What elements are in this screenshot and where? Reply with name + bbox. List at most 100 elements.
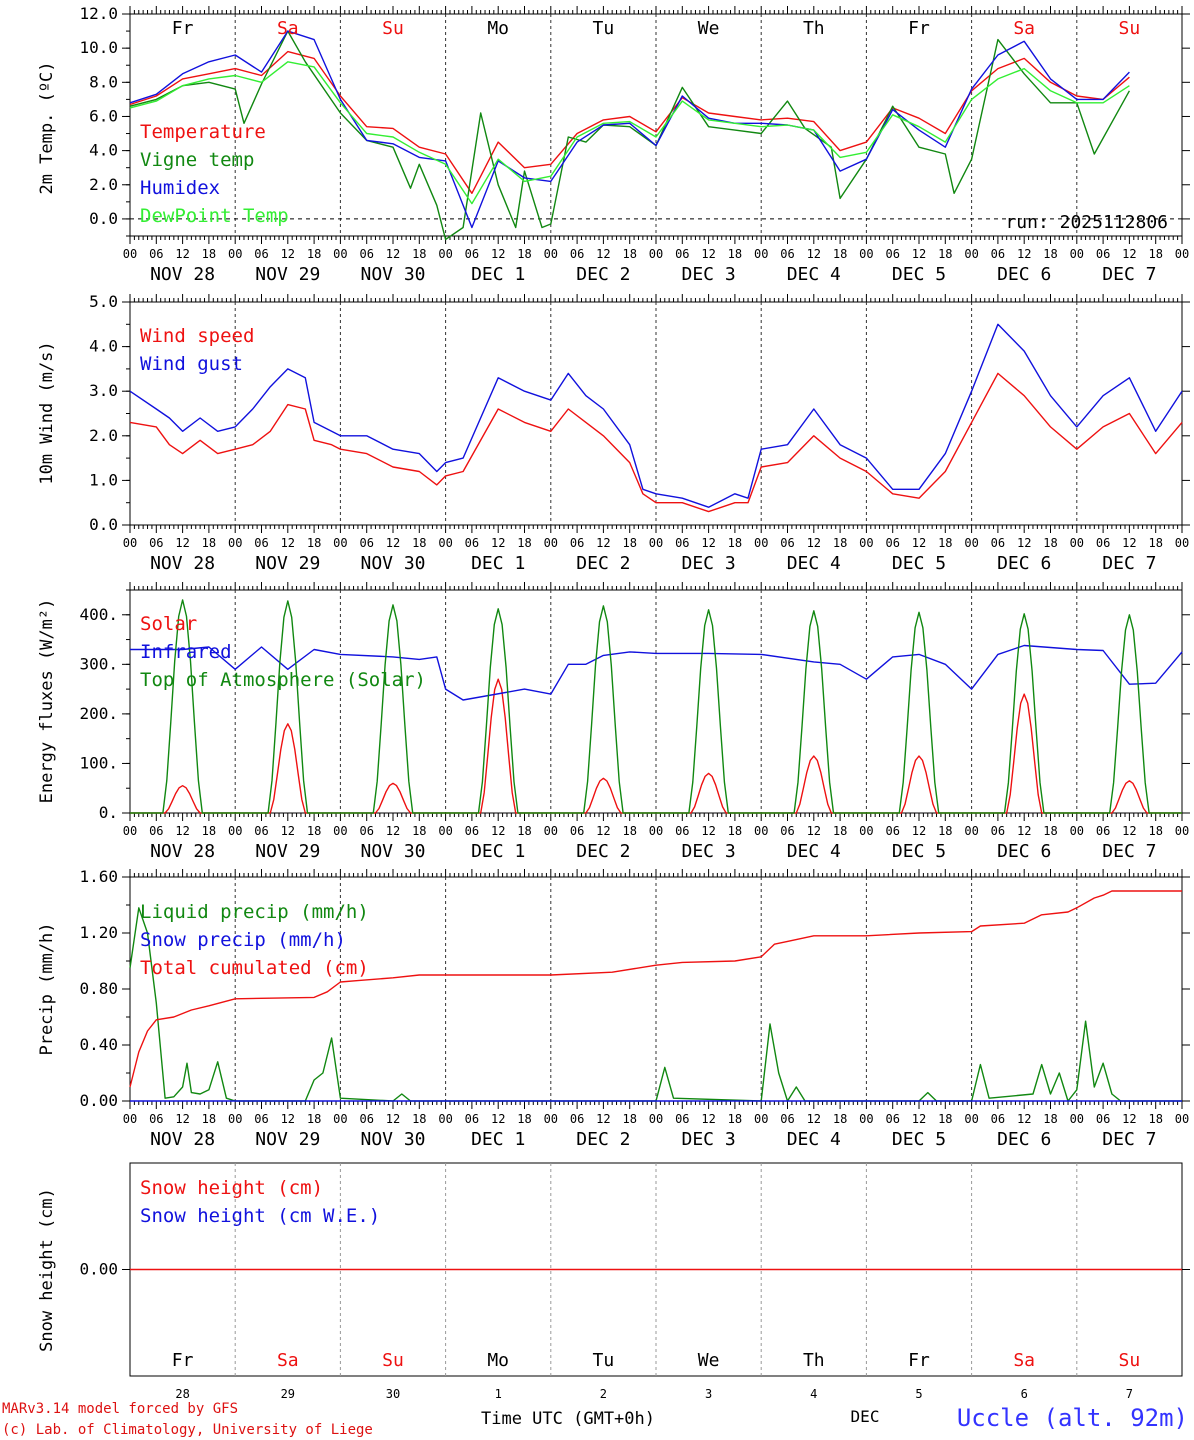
hour-label: 00 [438,536,452,550]
date-label: DEC 7 [1102,1129,1156,1150]
hour-label: 00 [544,247,558,261]
date-label: NOV 30 [360,264,425,285]
hour-label: 06 [254,1112,268,1126]
series-line-infrared [130,644,1183,701]
weekday-label: Th [803,1350,825,1371]
hour-label: 18 [517,247,531,261]
hour-label: 06 [359,824,373,838]
hour-label: 06 [149,247,163,261]
hour-label: 00 [859,247,873,261]
hour-label: 12 [281,536,295,550]
legend-entry: Wind speed [140,325,254,347]
weekday-label: Fr [172,1350,194,1371]
hour-label: 00 [1070,1112,1084,1126]
hour-label: 06 [675,247,689,261]
hour-label: 12 [596,536,610,550]
legend-entry: Wind gust [140,353,243,375]
hour-label: 00 [544,824,558,838]
y-tick-label: 6.0 [89,106,118,125]
legend-entry: Humidex [140,177,220,199]
hour-label: 12 [281,824,295,838]
hour-label: 06 [885,824,899,838]
hour-label: 18 [202,536,216,550]
hour-label: 18 [938,247,952,261]
date-label: NOV 29 [255,841,320,862]
hour-label: 06 [359,247,373,261]
weekday-label: Tu [593,1350,615,1371]
hour-label: 06 [780,536,794,550]
hour-label: 00 [649,247,663,261]
date-label: DEC 2 [576,553,630,574]
hour-label: 00 [228,1112,242,1126]
hour-label: 18 [1043,824,1057,838]
hour-label: 18 [517,536,531,550]
hour-label: 00 [123,824,137,838]
hour-label: 00 [333,824,347,838]
date-label: NOV 30 [360,553,425,574]
hour-label: 18 [728,824,742,838]
hour-label: 00 [333,536,347,550]
hour-label: 18 [728,247,742,261]
hour-label: 00 [123,536,137,550]
date-label: DEC 1 [471,553,525,574]
hour-label: 18 [938,1112,952,1126]
hour-label: 00 [228,536,242,550]
date-label: DEC 5 [892,841,946,862]
y-tick-label: 0.0 [89,515,118,534]
legend-entry: Liquid precip (mm/h) [140,901,369,923]
hour-label: 12 [175,536,189,550]
hour-label: 06 [780,824,794,838]
hour-label: 12 [1122,247,1136,261]
hour-label: 00 [438,247,452,261]
hour-label: 18 [728,536,742,550]
hour-label: 18 [307,824,321,838]
hour-label: 12 [596,1112,610,1126]
y-tick-label: 12.0 [79,4,118,23]
hour-label: 06 [675,824,689,838]
y-axis-label: Snow height (cm) [37,1188,57,1352]
hour-label: 00 [333,1112,347,1126]
hour-label: 12 [386,1112,400,1126]
day-number-label: 6 [1021,1387,1028,1401]
hour-label: 12 [912,247,926,261]
hour-label: 18 [622,824,636,838]
hour-label: 12 [807,536,821,550]
run-label: run: 2025112806 [1005,212,1168,233]
hour-label: 12 [386,824,400,838]
credit-line-1: MARv3.14 model forced by GFS [2,1401,238,1417]
hour-label: 06 [149,824,163,838]
hour-label: 06 [359,1112,373,1126]
date-label: NOV 29 [255,553,320,574]
date-label: DEC 2 [576,264,630,285]
date-label: DEC 7 [1102,264,1156,285]
series-line-dewpoint-temp [129,61,1130,205]
hour-label: 18 [1148,824,1162,838]
panel-4: 00 06 12 18 00 06 12 18 00 06 12 18 00 06 12 18 00 06 12 18… [37,867,1190,1150]
date-label: DEC 3 [682,1129,736,1150]
hour-label: 12 [912,824,926,838]
weekday-label: Sa [1013,18,1035,39]
hour-label: 00 [333,247,347,261]
legend-entry: Snow height (cm W.E.) [140,1205,380,1227]
hour-label: 06 [780,247,794,261]
date-label: NOV 29 [255,264,320,285]
hour-label: 00 [754,247,768,261]
y-tick-label: 2.0 [89,426,118,445]
legend-entry: Snow precip (mm/h) [140,929,346,951]
hour-label: 18 [1043,247,1057,261]
y-tick-label: 10.0 [79,38,118,57]
series-line-wind-gust [129,323,1183,508]
hour-label: 12 [1122,824,1136,838]
hour-label: 06 [1096,247,1110,261]
hour-label: 12 [175,824,189,838]
day-number-label: 5 [915,1387,922,1401]
weekday-label: Mo [487,1350,509,1371]
weekday-label: Fr [172,18,194,39]
day-number-label: 28 [175,1387,189,1401]
hour-label: 12 [175,247,189,261]
hour-label: 06 [359,536,373,550]
y-tick-label: 2.0 [89,175,118,194]
series-line-top-of-atmosphere-solar [130,599,1182,814]
hour-label: 18 [1043,1112,1057,1126]
